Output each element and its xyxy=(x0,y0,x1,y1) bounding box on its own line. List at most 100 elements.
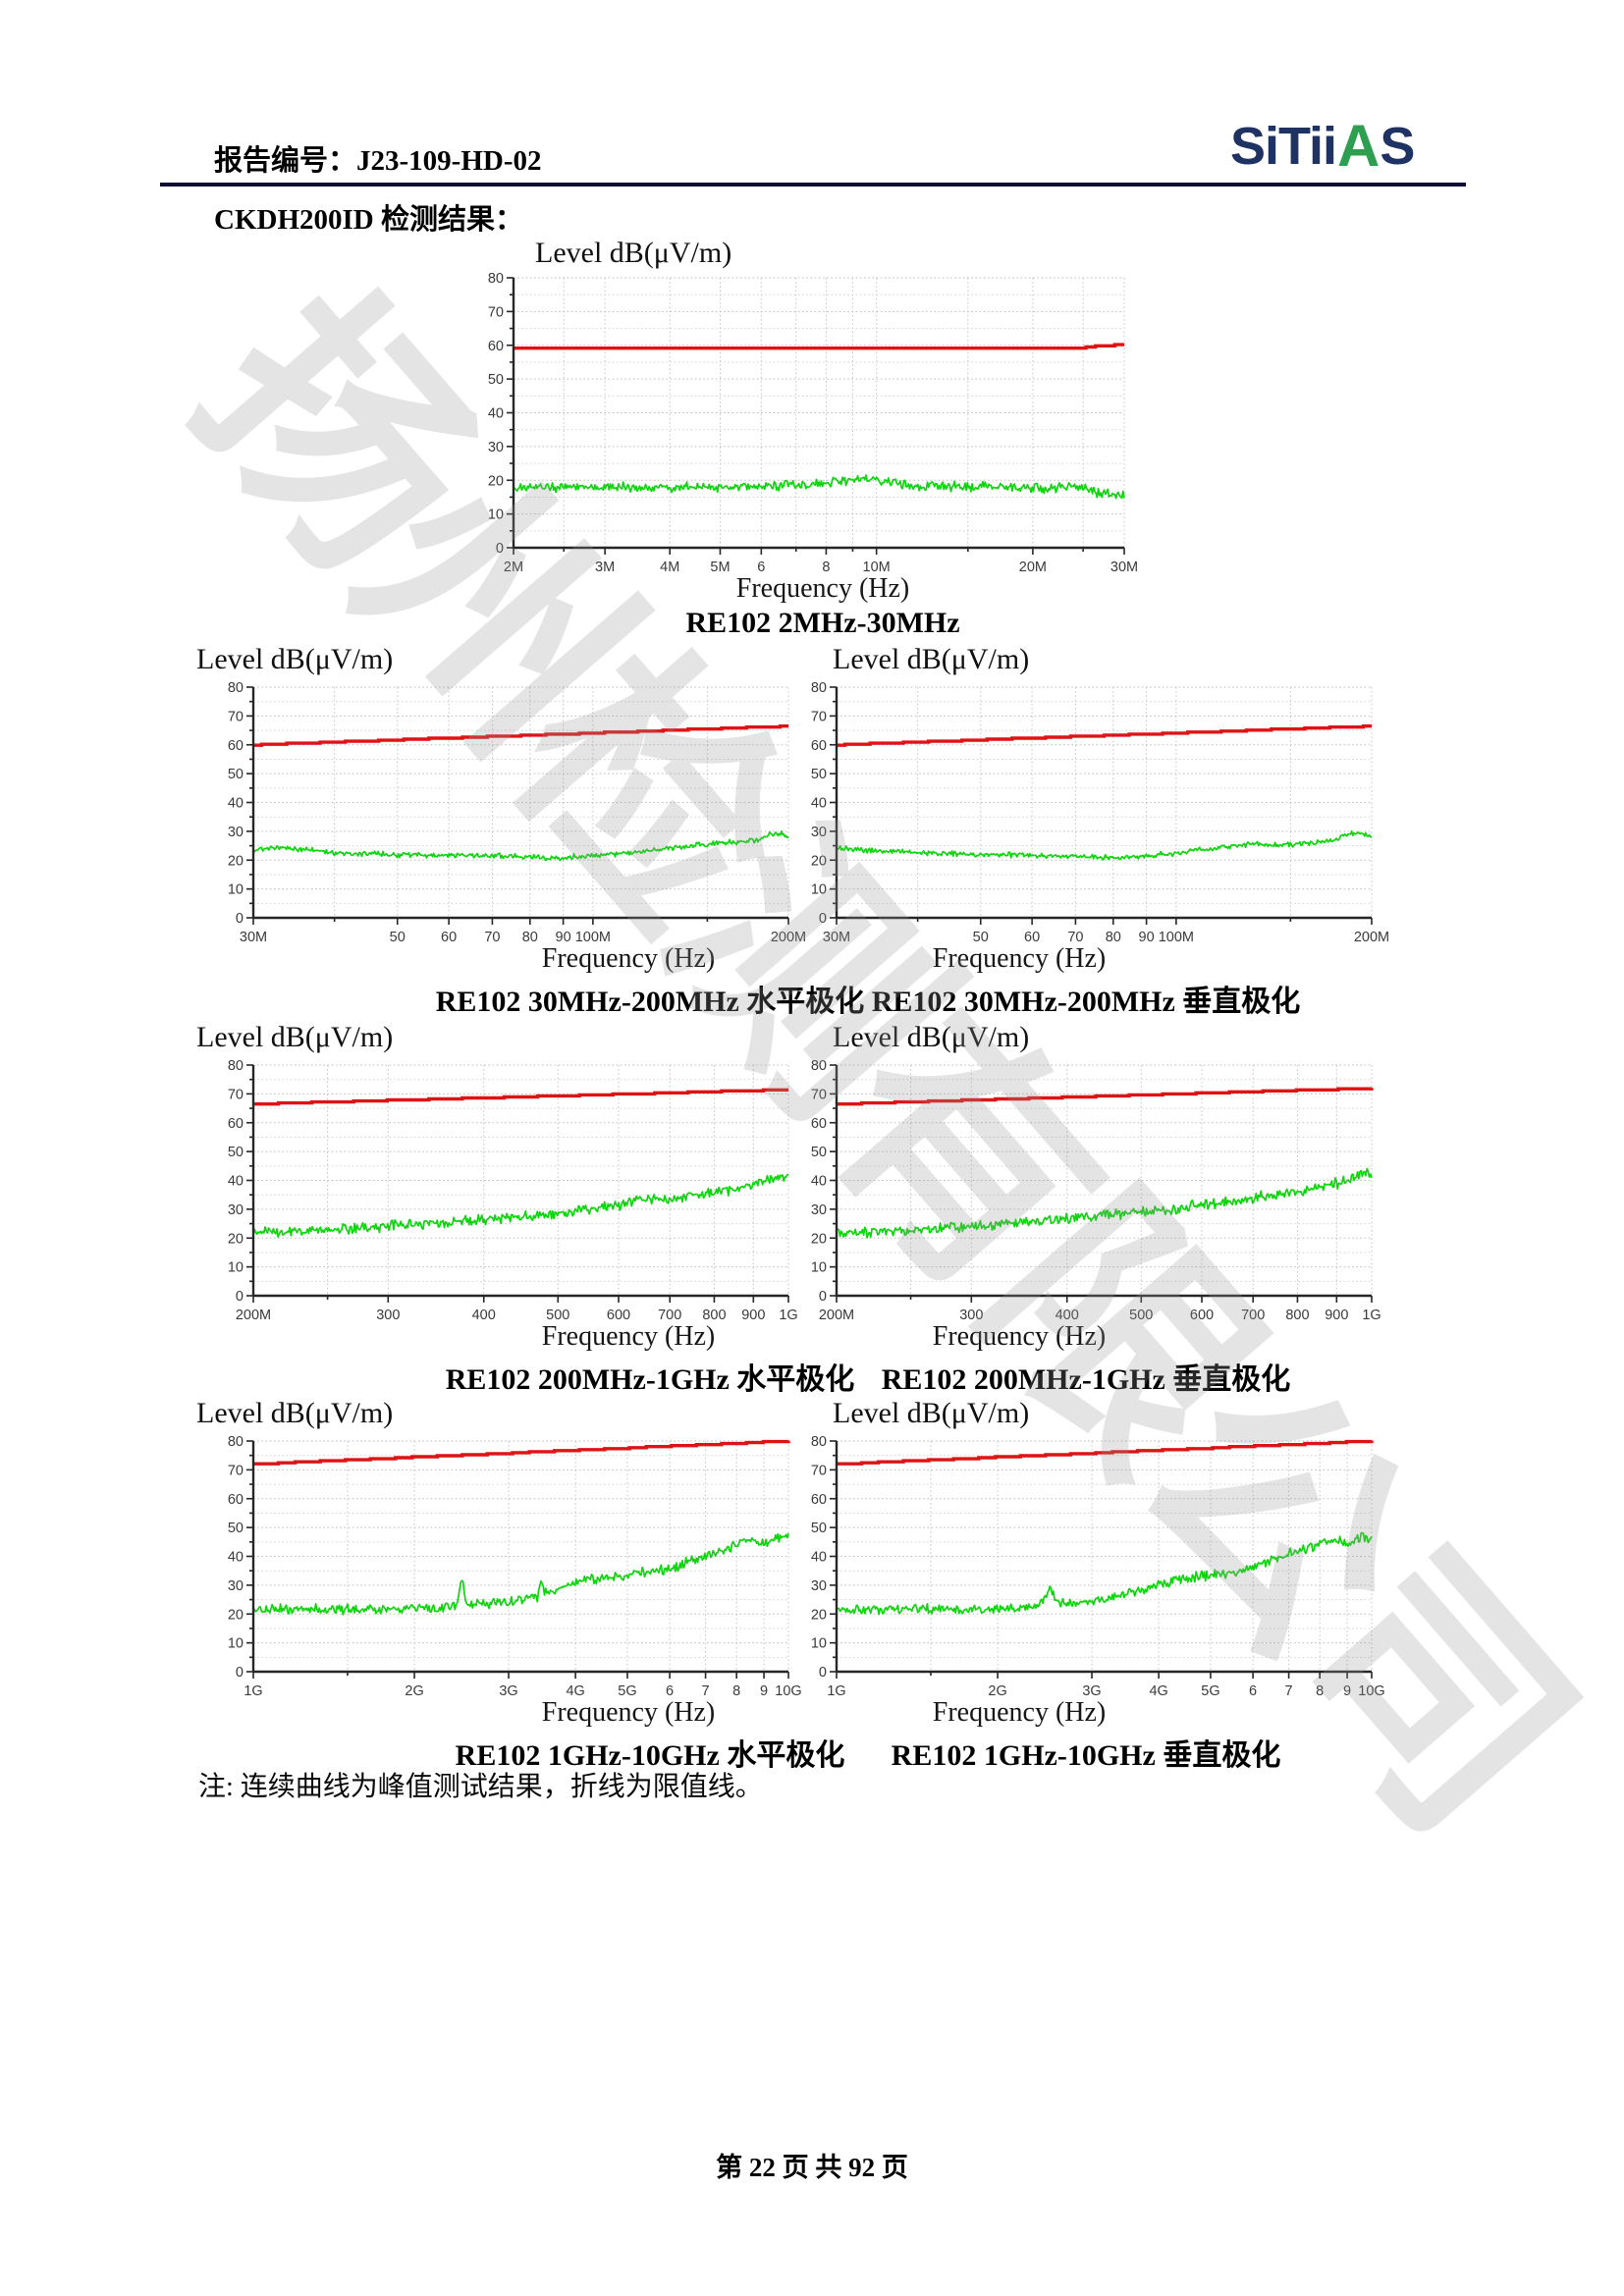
x-axis-title: Frequency (Hz) xyxy=(541,1697,716,1728)
svg-text:2M: 2M xyxy=(504,560,523,575)
svg-text:0: 0 xyxy=(819,1289,827,1305)
svg-text:40: 40 xyxy=(228,1174,244,1190)
svg-text:1G: 1G xyxy=(827,1683,845,1699)
svg-text:20: 20 xyxy=(228,1231,244,1247)
svg-text:60: 60 xyxy=(228,1116,244,1132)
svg-text:4G: 4G xyxy=(566,1683,584,1699)
svg-text:10: 10 xyxy=(228,1636,244,1652)
plot-re102-1ghz-10ghz-horizontal: 0 10 20 30 40 50 60 70 80 1G 2G 3G 4G 5G 6 7 8 9 10G xyxy=(228,1434,802,1699)
svg-text:70: 70 xyxy=(228,1463,244,1478)
svg-text:400: 400 xyxy=(1056,1308,1079,1323)
svg-text:70: 70 xyxy=(811,709,827,724)
svg-text:7: 7 xyxy=(1285,1683,1293,1699)
svg-text:0: 0 xyxy=(496,541,504,557)
logo-letter-a: A xyxy=(1337,113,1380,179)
svg-text:20: 20 xyxy=(228,1607,244,1623)
section-title: CKDH200ID 检测结果： xyxy=(214,204,523,236)
svg-text:60: 60 xyxy=(811,1492,827,1508)
svg-text:9: 9 xyxy=(760,1683,768,1699)
svg-text:1G: 1G xyxy=(244,1683,262,1699)
y-axis-title: Level dB(μV/m) xyxy=(196,643,394,675)
svg-text:40: 40 xyxy=(228,1550,244,1566)
svg-text:3G: 3G xyxy=(499,1683,517,1699)
svg-text:80: 80 xyxy=(488,271,504,287)
svg-text:1G: 1G xyxy=(1362,1308,1380,1323)
svg-text:80: 80 xyxy=(228,1058,244,1074)
svg-text:40: 40 xyxy=(811,1174,827,1190)
svg-text:8: 8 xyxy=(822,560,830,575)
svg-text:30: 30 xyxy=(811,825,827,840)
svg-text:10: 10 xyxy=(811,1636,827,1652)
svg-text:60: 60 xyxy=(1024,930,1040,945)
svg-text:70: 70 xyxy=(228,709,244,724)
svg-text:10M: 10M xyxy=(863,560,891,575)
svg-text:90: 90 xyxy=(1139,930,1155,945)
svg-text:7: 7 xyxy=(702,1683,710,1699)
chart-caption: RE102 2MHz-30MHz xyxy=(685,607,960,639)
svg-text:10: 10 xyxy=(811,882,827,898)
svg-text:50: 50 xyxy=(811,767,827,782)
svg-text:1G: 1G xyxy=(779,1308,797,1323)
svg-text:0: 0 xyxy=(819,911,827,927)
svg-text:20: 20 xyxy=(811,1231,827,1247)
svg-text:20: 20 xyxy=(488,473,504,489)
logo-text-suffix: S xyxy=(1380,117,1415,176)
note: 注: 连续曲线为峰值测试结果，折线为限值线。 xyxy=(198,1772,763,1802)
svg-text:4M: 4M xyxy=(660,560,679,575)
svg-text:200M: 200M xyxy=(1354,930,1389,945)
svg-text:50: 50 xyxy=(811,1145,827,1160)
svg-text:20: 20 xyxy=(228,853,244,869)
svg-text:100M: 100M xyxy=(575,930,611,945)
svg-text:9: 9 xyxy=(1343,1683,1351,1699)
svg-text:50: 50 xyxy=(973,930,989,945)
report-number: 报告编号：J23-109-HD-02 xyxy=(214,145,542,177)
svg-text:40: 40 xyxy=(811,796,827,812)
svg-text:700: 700 xyxy=(1241,1308,1265,1323)
svg-text:80: 80 xyxy=(522,930,538,945)
svg-text:20: 20 xyxy=(811,1607,827,1623)
svg-text:60: 60 xyxy=(811,1116,827,1132)
svg-text:0: 0 xyxy=(236,911,244,927)
svg-text:20: 20 xyxy=(811,853,827,869)
svg-text:200M: 200M xyxy=(771,930,806,945)
svg-text:60: 60 xyxy=(441,930,457,945)
chart-caption: RE102 30MHz-200MHz 水平极化 xyxy=(435,986,865,1018)
svg-text:30: 30 xyxy=(811,1578,827,1594)
svg-text:70: 70 xyxy=(1067,930,1083,945)
svg-text:30: 30 xyxy=(488,440,504,455)
svg-text:50: 50 xyxy=(228,767,244,782)
y-axis-title: Level dB(μV/m) xyxy=(833,643,1030,675)
svg-text:100M: 100M xyxy=(1159,930,1194,945)
plot-re102-30mhz-200mhz-horizontal: 0 10 20 30 40 50 60 70 80 30M 50 60 70 80 90 100M 200M xyxy=(228,680,806,945)
svg-text:5M: 5M xyxy=(710,560,730,575)
svg-text:10: 10 xyxy=(228,1260,244,1276)
chart-caption: RE102 1GHz-10GHz 垂直极化 xyxy=(891,1739,1281,1772)
x-axis-title: Frequency (Hz) xyxy=(735,573,910,604)
svg-text:70: 70 xyxy=(811,1087,827,1102)
x-axis-title: Frequency (Hz) xyxy=(541,943,716,974)
plot-re102-30mhz-200mhz-vertical: 0 10 20 30 40 50 60 70 80 30M 50 60 70 80 90 100M 200M xyxy=(811,680,1389,945)
y-axis-title: Level dB(μV/m) xyxy=(833,1397,1030,1429)
svg-text:10G: 10G xyxy=(775,1683,801,1699)
x-axis-title: Frequency (Hz) xyxy=(932,1697,1107,1728)
svg-text:50: 50 xyxy=(390,930,406,945)
svg-text:70: 70 xyxy=(228,1087,244,1102)
svg-text:40: 40 xyxy=(228,796,244,812)
logo-text-prefix: SiTii xyxy=(1230,117,1337,176)
plot-re102-2mhz-30mhz: 0 10 20 30 40 50 60 70 80 2M 3M 4M 5M 6 8 10M 20M 30M xyxy=(488,271,1138,575)
svg-text:50: 50 xyxy=(228,1145,244,1160)
svg-text:700: 700 xyxy=(658,1308,681,1323)
chart-caption: RE102 1GHz-10GHz 水平极化 xyxy=(455,1739,845,1772)
svg-text:40: 40 xyxy=(811,1550,827,1566)
svg-text:80: 80 xyxy=(811,680,827,696)
svg-text:3G: 3G xyxy=(1082,1683,1101,1699)
svg-text:80: 80 xyxy=(1106,930,1121,945)
page-footer: 第 22 页 共 92 页 xyxy=(716,2153,908,2182)
svg-text:70: 70 xyxy=(488,304,504,320)
svg-text:50: 50 xyxy=(488,372,504,388)
svg-text:200M: 200M xyxy=(819,1308,854,1323)
svg-text:40: 40 xyxy=(488,406,504,422)
x-axis-title: Frequency (Hz) xyxy=(932,943,1107,974)
plot-re102-200mhz-1ghz-horizontal: 0 10 20 30 40 50 60 70 80 200M 300 400 500 600 700 800 9… xyxy=(228,1058,798,1323)
